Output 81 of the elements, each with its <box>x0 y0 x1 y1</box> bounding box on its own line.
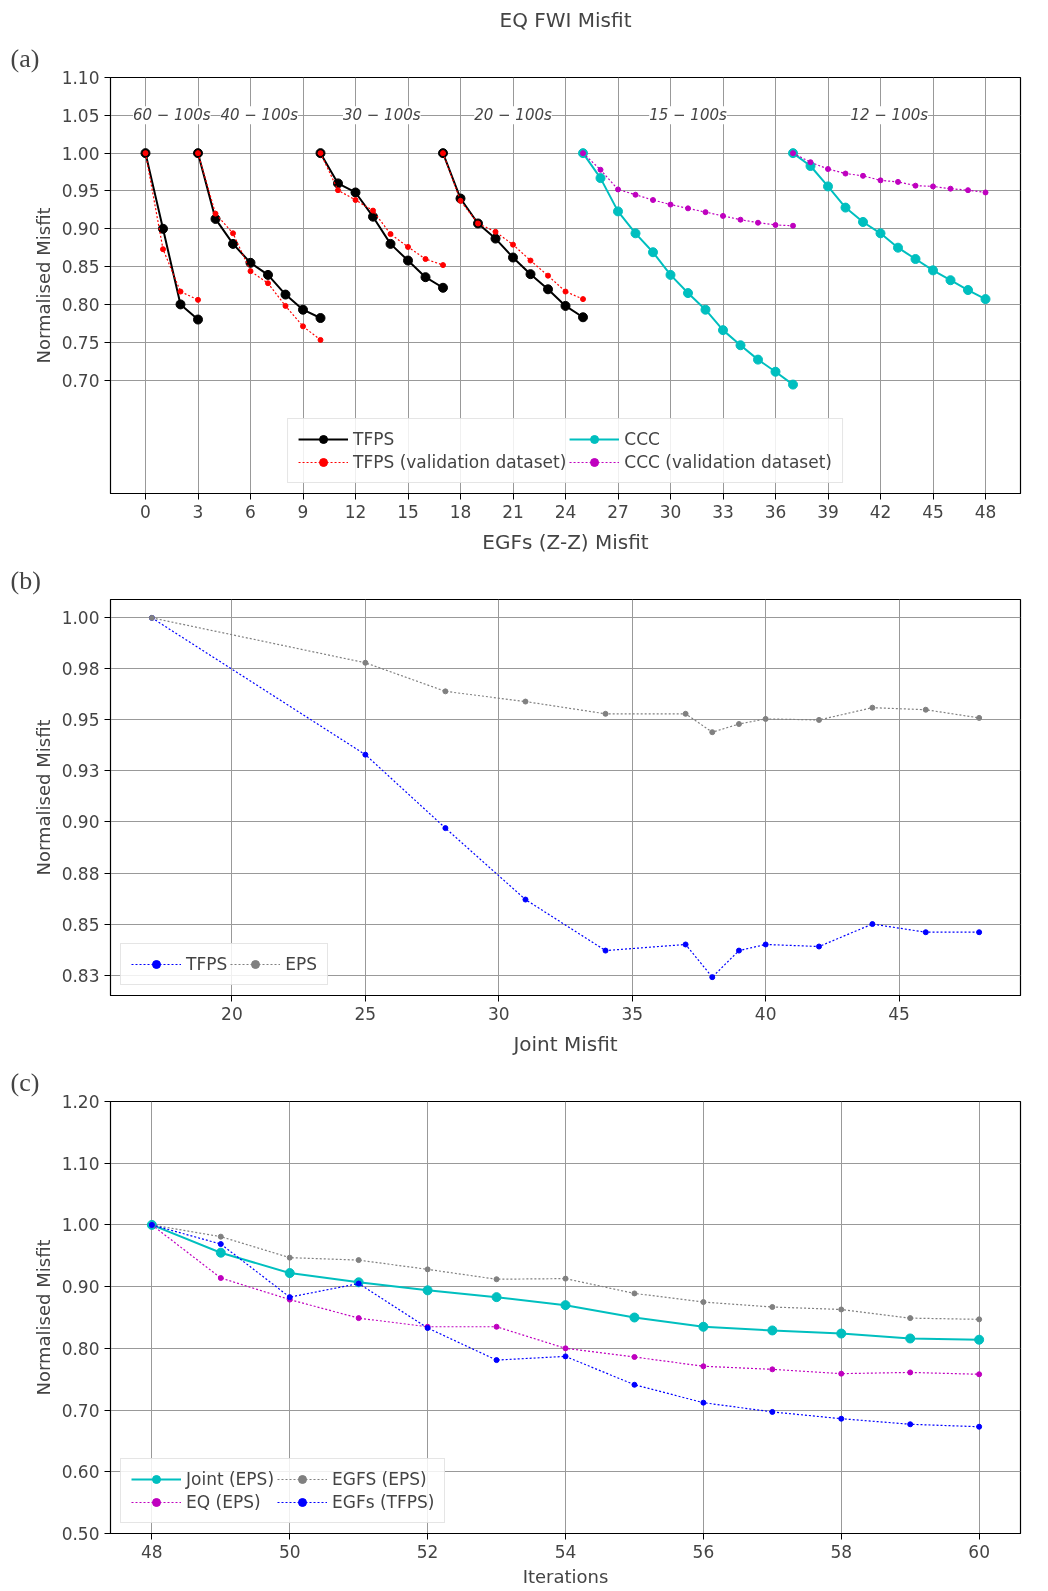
y-tick-label: 0.98 <box>61 659 100 680</box>
x-tick-label: 18 <box>449 501 472 522</box>
y-tick-label: 0.50 <box>61 1524 100 1544</box>
y-axis-title: Normalised Misfit <box>32 207 54 364</box>
x-tick-label: 15 <box>397 501 419 522</box>
annotation: 60 − 100s <box>132 106 211 125</box>
y-tick-label: 0.60 <box>61 1462 100 1483</box>
text: (c) <box>10 1067 40 1097</box>
annotation: 20 − 100s <box>474 106 552 125</box>
x-tick-label: 48 <box>141 1541 163 1562</box>
x-tick-label: 30 <box>487 1003 510 1024</box>
x-tick-label: 6 <box>245 501 256 522</box>
text: (b) <box>10 565 41 595</box>
x-tick-label: 48 <box>974 501 997 522</box>
x-tick-label: 12 <box>344 501 367 522</box>
y-tick-label: 0.80 <box>61 294 100 315</box>
x-tick-label: 52 <box>416 1541 439 1562</box>
y-tick-label: 1.00 <box>61 143 100 164</box>
x-tick-label: 20 <box>221 1003 243 1024</box>
x-tick-label: 42 <box>869 501 892 522</box>
x-tick-label: 45 <box>922 501 944 522</box>
y-tick-label: 1.10 <box>61 1153 100 1174</box>
y-axis-title: Normalised Misfit <box>32 719 54 876</box>
x-tick-label: 36 <box>764 501 787 522</box>
y-tick-label: 0.85 <box>61 914 100 935</box>
x-tick-label: 54 <box>554 1541 577 1562</box>
legend-label: TFPS <box>353 429 395 449</box>
x-axis-title: Iterations <box>522 1565 609 1587</box>
x-tick-label: 50 <box>278 1541 301 1562</box>
y-tick-label: 0.85 <box>61 257 100 278</box>
y-tick-label: 0.90 <box>61 812 100 833</box>
x-tick-label: 3 <box>192 501 204 522</box>
x-tick-label: 58 <box>830 1541 853 1562</box>
y-tick-label: 0.95 <box>61 181 100 202</box>
y-tick-label: 0.70 <box>61 370 100 391</box>
x-tick-label: 45 <box>888 1003 910 1024</box>
x-tick-label: 24 <box>554 501 577 522</box>
x-tick-label: 30 <box>659 501 682 522</box>
y-tick-label: 0.90 <box>61 219 100 240</box>
y-tick-label: 1.05 <box>61 105 100 126</box>
annotation: 12 − 100s <box>850 106 929 125</box>
y-tick-label: 0.90 <box>61 1277 100 1298</box>
y-tick-label: 0.75 <box>61 332 100 353</box>
y-tick-label: 0.95 <box>61 710 100 731</box>
x-tick-label: 9 <box>297 501 309 522</box>
x-tick-label: 0 <box>140 501 151 522</box>
y-tick-label: 0.83 <box>61 965 100 986</box>
y-tick-label: 0.70 <box>61 1400 100 1421</box>
y-tick-label: 1.00 <box>61 608 100 629</box>
legend-label: TFPS (validation dataset) <box>353 452 567 472</box>
y-tick-label: 0.93 <box>61 761 100 782</box>
x-tick-label: 40 <box>754 1003 777 1024</box>
y-tick-label: 1.10 <box>61 68 100 88</box>
chart-title: EQ FWI Misfit <box>499 7 632 32</box>
annotation: 15 − 100s <box>649 106 727 125</box>
annotation: 30 − 100s <box>342 106 421 125</box>
x-tick-label: 27 <box>607 501 629 522</box>
legend-label: EGFs (TFPS) <box>332 1492 435 1512</box>
legend-label: CCC (validation dataset) <box>624 452 832 472</box>
x-tick-label: 33 <box>712 501 734 522</box>
chart-title: Joint Misfit <box>511 1031 618 1056</box>
y-tick-label: 0.80 <box>61 1338 100 1359</box>
x-tick-label: 25 <box>354 1003 377 1024</box>
chart-title: EGFs (Z-Z) Misfit <box>482 529 649 554</box>
y-tick-label: 0.88 <box>61 863 100 884</box>
x-tick-label: 21 <box>502 501 524 522</box>
legend-label: EGFS (EPS) <box>332 1469 427 1489</box>
legend-label: EQ (EPS) <box>186 1492 261 1512</box>
legend-label: EPS <box>285 954 318 974</box>
y-axis-title: Normalised Misfit <box>32 1239 54 1396</box>
x-tick-label: 60 <box>968 1541 990 1562</box>
annotation: 40 − 100s <box>220 106 299 125</box>
x-tick-label: 35 <box>621 1003 644 1024</box>
x-tick-label: 39 <box>817 501 839 522</box>
text: (a) <box>10 43 40 73</box>
legend-label: Joint (EPS) <box>186 1469 275 1489</box>
y-tick-label: 1.20 <box>61 1092 100 1112</box>
legend-label: CCC <box>624 429 660 449</box>
x-tick-label: 56 <box>692 1541 715 1562</box>
y-tick-label: 1.00 <box>61 1215 100 1236</box>
legend-label: TFPS <box>186 954 228 974</box>
